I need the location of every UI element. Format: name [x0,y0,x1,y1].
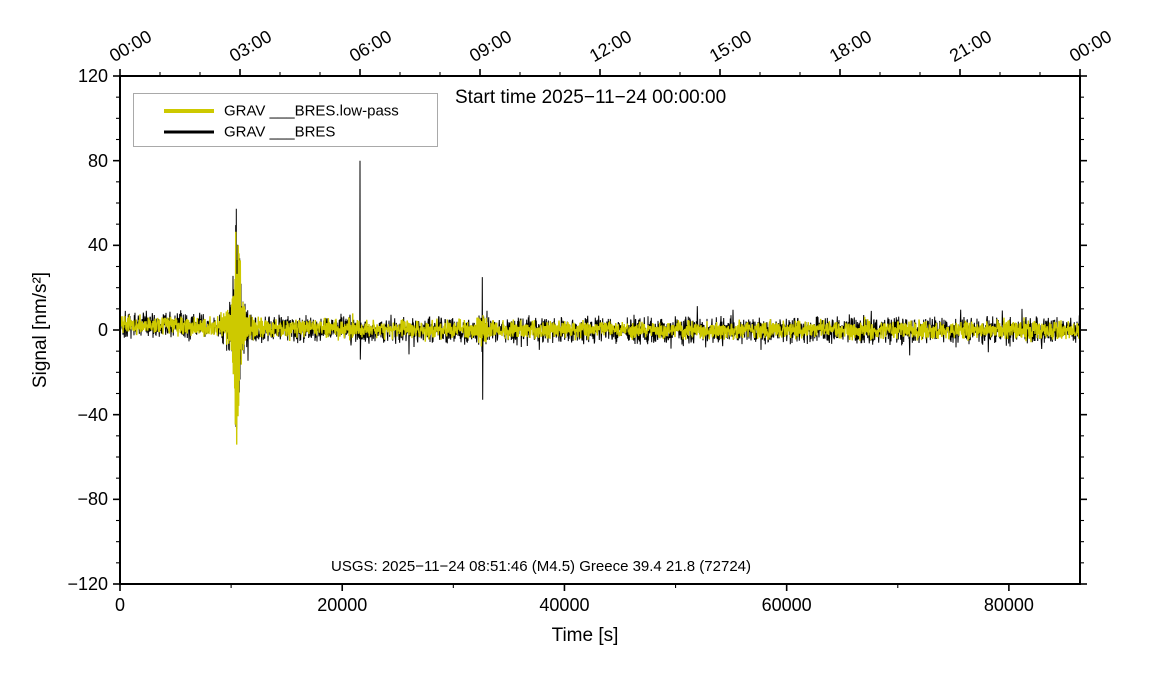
lowpass-line-swatch [164,108,214,113]
x-tick-label: 40000 [539,595,590,615]
legend-item-raw: GRAV ___BRES [134,121,437,142]
legend-label-raw: GRAV ___BRES [224,123,336,140]
y-tick-label: −120 [67,574,108,594]
y-tick-label: 120 [77,66,108,86]
y-tick-label: 40 [87,235,108,256]
y-tick-label: 80 [87,150,108,171]
x-tick-label: 20000 [317,595,368,615]
plot-title: Start time 2025−11−24 00:00:00 [455,87,727,108]
y-tick-label: −80 [77,489,108,510]
x-tick-label: 60000 [761,595,812,615]
plot-frame [119,75,1081,585]
trace-raw [119,160,1081,430]
x-tick-label: 80000 [983,595,1034,615]
y-tick-label: −40 [77,404,108,425]
legend-item-lowpass: GRAV ___BRES.low-pass [134,100,437,121]
raw-line-swatch [164,130,214,133]
event-annotation: USGS: 2025−11−24 08:51:46 (M4.5) Greece … [331,558,751,575]
x-axis-title: Time [s] [551,625,619,646]
legend-label-lowpass: GRAV ___BRES.low-pass [224,102,399,119]
y-tick-label: 0 [97,320,108,340]
legend-box: GRAV ___BRES.low-pass GRAV ___BRES [133,93,438,147]
x-tick-label: 0 [114,595,125,615]
trace-low-pass [119,231,1081,445]
